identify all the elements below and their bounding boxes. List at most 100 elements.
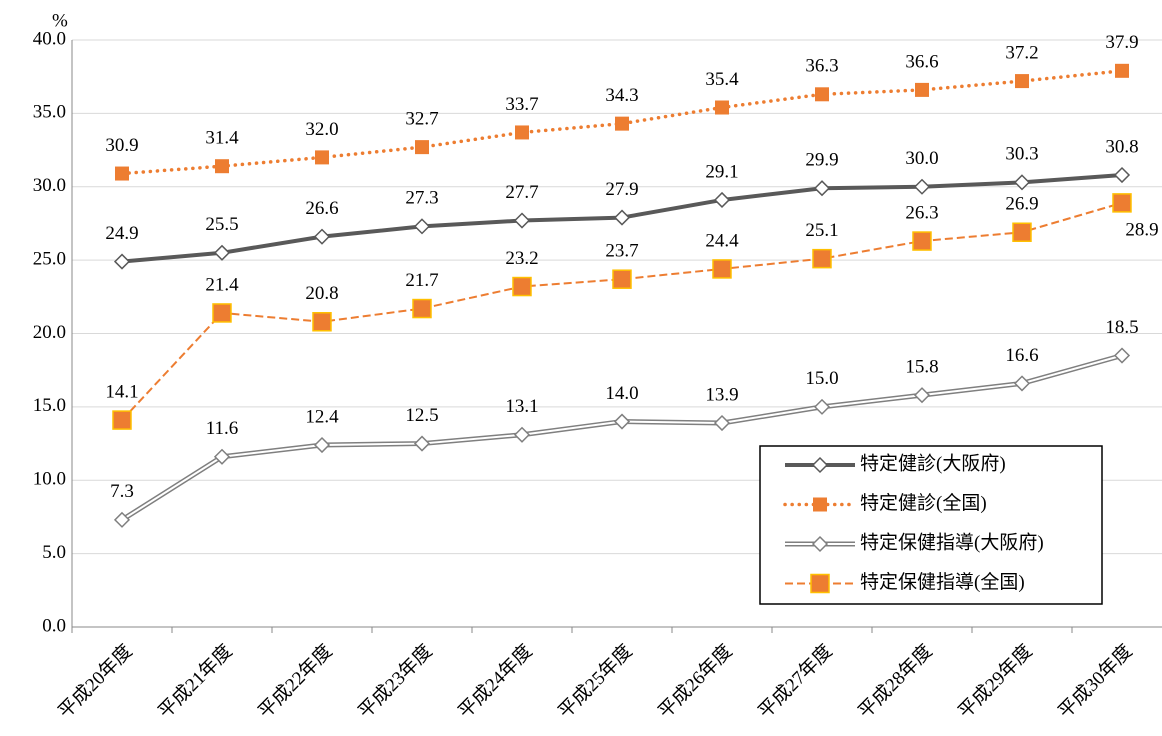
point	[615, 116, 629, 131]
point	[713, 414, 731, 432]
legend-marker	[811, 535, 829, 553]
data-label: 29.1	[705, 161, 738, 182]
data-label: 21.4	[205, 274, 239, 295]
data-label: 26.6	[305, 198, 338, 219]
data-label: 14.1	[105, 381, 138, 402]
data-label: 34.3	[605, 85, 638, 106]
data-label: 37.2	[1005, 42, 1038, 63]
data-label: 21.7	[405, 270, 438, 291]
point	[515, 125, 529, 140]
data-label: 29.9	[805, 150, 838, 171]
point	[113, 511, 131, 528]
point	[712, 259, 732, 279]
data-label: 12.4	[305, 406, 339, 427]
legend-marker	[813, 497, 827, 512]
legend-item: 特定保健指導(大阪府)	[785, 531, 1044, 553]
data-label: 15.8	[905, 356, 938, 377]
point	[413, 218, 431, 235]
point	[213, 448, 231, 465]
data-label: 13.1	[505, 396, 538, 417]
data-label: 36.3	[805, 56, 838, 77]
data-label: 11.6	[206, 418, 239, 439]
legend-item: 特定健診(大阪府)	[785, 452, 1006, 474]
point	[512, 276, 532, 297]
point	[1115, 63, 1129, 78]
point	[915, 82, 929, 97]
y-tick-label: 30.0	[33, 175, 66, 196]
point	[815, 87, 829, 102]
point	[713, 191, 731, 209]
data-label: 28.9	[1125, 219, 1158, 240]
y-tick-label: 0.0	[42, 615, 66, 636]
y-tick-label: 5.0	[42, 542, 66, 563]
point	[913, 178, 931, 195]
series: 7.3 11.6 12.4 12.5 13.1 14.0 13.9 15.0 15.8 16.6 1…	[110, 317, 1139, 528]
data-label: 7.3	[110, 481, 134, 502]
data-label: 12.5	[405, 405, 438, 426]
point	[912, 231, 932, 251]
point	[313, 228, 331, 245]
y-tick-label: 10.0	[33, 469, 66, 490]
data-label: 23.7	[605, 241, 638, 262]
point	[1112, 193, 1132, 213]
point	[1113, 166, 1131, 184]
x-tick-label: 平成21年度	[154, 640, 237, 723]
data-label: 33.7	[505, 94, 538, 115]
data-label: 26.9	[1005, 194, 1038, 215]
point	[213, 244, 231, 261]
data-label: 30.8	[1105, 136, 1138, 157]
y-tick-label: 20.0	[33, 322, 66, 343]
point	[913, 387, 931, 404]
point	[612, 269, 632, 289]
point	[715, 100, 729, 115]
data-label: 31.4	[205, 128, 239, 149]
point	[215, 159, 229, 174]
legend-label: 特定保健指導(大阪府)	[860, 531, 1044, 553]
data-label: 15.0	[805, 368, 838, 389]
point	[113, 253, 131, 270]
point	[1012, 222, 1032, 242]
data-label: 27.9	[605, 179, 638, 200]
y-tick-label: 25.0	[33, 248, 66, 269]
data-label: 27.7	[505, 182, 538, 203]
data-label: 23.2	[505, 248, 538, 269]
data-label: 24.4	[705, 230, 739, 251]
point	[813, 398, 831, 415]
point	[415, 140, 429, 155]
x-tick-label: 平成28年度	[854, 640, 937, 723]
x-tick-label: 平成30年度	[1054, 640, 1137, 723]
data-label: 20.8	[305, 283, 338, 304]
point	[413, 435, 431, 452]
x-tick-label: 平成27年度	[754, 640, 837, 723]
data-label: 14.0	[605, 383, 638, 404]
data-label: 30.9	[105, 135, 138, 156]
data-label: 16.6	[1005, 345, 1038, 366]
y-unit: %	[52, 10, 68, 31]
data-label: 30.0	[905, 148, 938, 169]
point	[812, 248, 832, 269]
data-label: 32.7	[405, 108, 438, 129]
legend-marker	[810, 573, 830, 594]
point	[315, 150, 329, 165]
data-label: 18.5	[1105, 317, 1138, 338]
x-tick-label: 平成24年度	[454, 640, 537, 723]
point	[1113, 347, 1131, 364]
point	[212, 303, 232, 323]
data-label: 27.3	[405, 188, 438, 209]
legend-item: 特定保健指導(全国)	[785, 571, 1025, 594]
point	[613, 413, 631, 430]
data-label: 30.3	[1005, 144, 1038, 165]
x-tick-label: 平成29年度	[954, 640, 1037, 723]
data-label: 32.0	[305, 119, 338, 140]
point	[513, 426, 531, 443]
data-label: 24.9	[105, 223, 138, 244]
point	[1015, 74, 1029, 89]
data-label: 25.1	[805, 220, 838, 241]
data-label: 13.9	[705, 384, 738, 405]
point	[1013, 375, 1031, 392]
y-tick-label: 15.0	[33, 395, 66, 416]
point	[613, 209, 631, 226]
x-tick-label: 平成26年度	[654, 640, 737, 723]
x-tick-label: 平成20年度	[54, 640, 137, 723]
